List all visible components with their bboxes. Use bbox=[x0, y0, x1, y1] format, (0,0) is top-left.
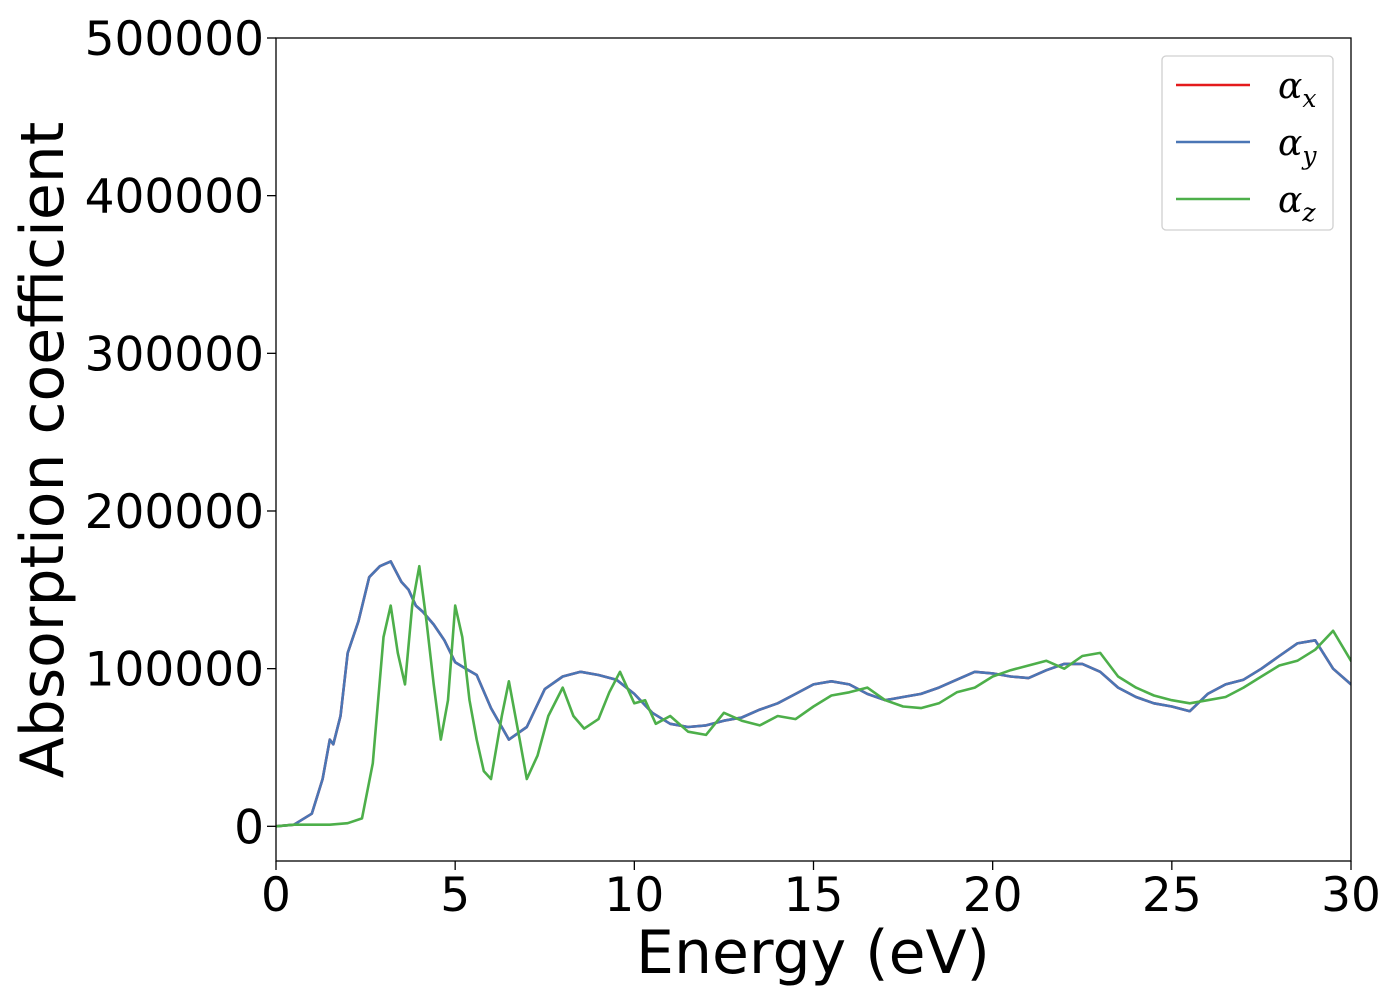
y-tick-label: 500000 bbox=[85, 12, 264, 67]
x-tick-label: 5 bbox=[440, 868, 470, 923]
legend-label-y: αy bbox=[1278, 123, 1317, 170]
x-tick-label: 10 bbox=[604, 868, 664, 923]
y-axis: 0 100000 200000 300000 400000 500000 bbox=[85, 12, 276, 855]
y-tick-label: 400000 bbox=[85, 170, 264, 225]
x-axis: 0 5 10 15 20 25 30 bbox=[261, 861, 1381, 923]
y-tick-label: 200000 bbox=[85, 485, 264, 540]
y-tick-label: 300000 bbox=[85, 327, 264, 382]
x-tick-label: 15 bbox=[784, 868, 844, 923]
x-tick-label: 25 bbox=[1142, 868, 1202, 923]
legend-label-x: αx bbox=[1278, 66, 1316, 113]
x-tick-label: 20 bbox=[963, 868, 1023, 923]
series-line-y bbox=[276, 560, 1351, 828]
series-line-x bbox=[276, 560, 1351, 828]
series-layer bbox=[276, 560, 1351, 828]
x-tick-label: 30 bbox=[1321, 868, 1381, 923]
series-line-z bbox=[276, 564, 1351, 828]
x-tick-label: 0 bbox=[261, 868, 291, 923]
y-tick-label: 0 bbox=[234, 800, 264, 855]
y-tick-label: 100000 bbox=[85, 643, 264, 698]
legend-label-z: αz bbox=[1278, 180, 1316, 227]
legend: αx αy αz bbox=[1161, 55, 1334, 231]
y-axis-title: Absorption coefficient bbox=[8, 122, 78, 779]
x-axis-title: Energy (eV) bbox=[636, 918, 990, 988]
